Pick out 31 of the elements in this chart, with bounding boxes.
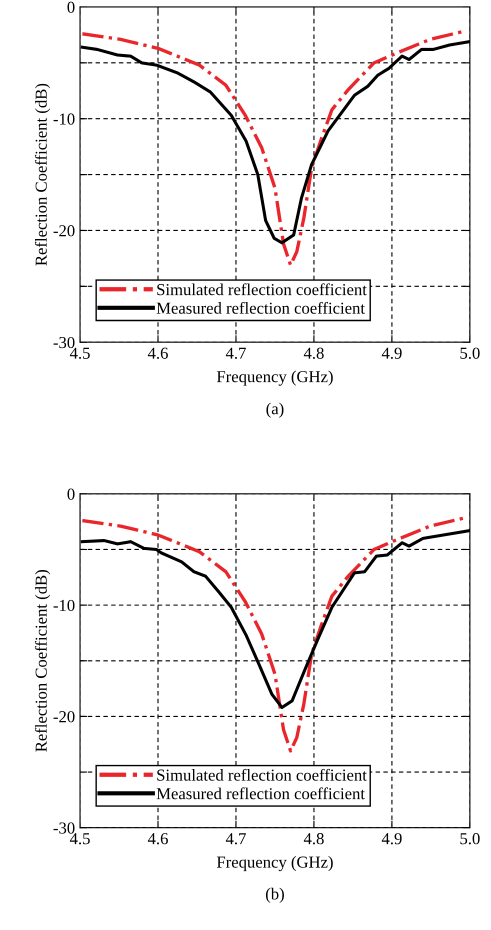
y-tick-label: -20: [54, 225, 75, 236]
y-axis-title: Reflection Coefficient (dB): [34, 570, 50, 752]
line-series: [80, 516, 465, 753]
legend-label: Measured reflection coefficient: [156, 302, 365, 314]
x-tick-label: 5.0: [460, 348, 480, 359]
x-tick-label: 4.7: [226, 833, 246, 844]
x-tick-label: 4.6: [148, 833, 168, 844]
y-tick-label: 0: [67, 488, 75, 500]
y-tick-label: 0: [67, 2, 75, 13]
x-tick-label: 4.7: [226, 348, 246, 359]
y-tick-label: -10: [54, 113, 75, 125]
y-tick-label: -30: [54, 336, 75, 348]
x-tick-label: 5.0: [460, 833, 480, 844]
x-tick-label: 4.6: [148, 348, 168, 359]
x-axis-title: Frequency (GHz): [216, 370, 333, 386]
legend-label: Measured reflection coefficient: [156, 787, 365, 800]
x-tick-label: 4.8: [304, 833, 324, 844]
x-tick-label: 4.9: [382, 348, 402, 359]
y-axis-title: Reflection Coefficient (dB): [34, 84, 50, 266]
y-tick-label: -30: [54, 822, 75, 834]
text: (b): [266, 888, 284, 903]
x-tick-label: 4.9: [382, 833, 402, 844]
legend-label: Simulated reflection coefficient: [157, 768, 367, 781]
y-tick-label: -10: [54, 600, 75, 612]
x-tick-label: 4.5: [70, 348, 90, 359]
legend-label: Simulated reflection coefficient: [157, 283, 367, 296]
y-tick-label: -20: [54, 711, 75, 722]
x-axis-title: Frequency (GHz): [216, 856, 333, 872]
x-tick-label: 4.8: [304, 348, 324, 359]
x-tick-label: 4.5: [70, 833, 90, 844]
text: (a): [266, 402, 284, 418]
